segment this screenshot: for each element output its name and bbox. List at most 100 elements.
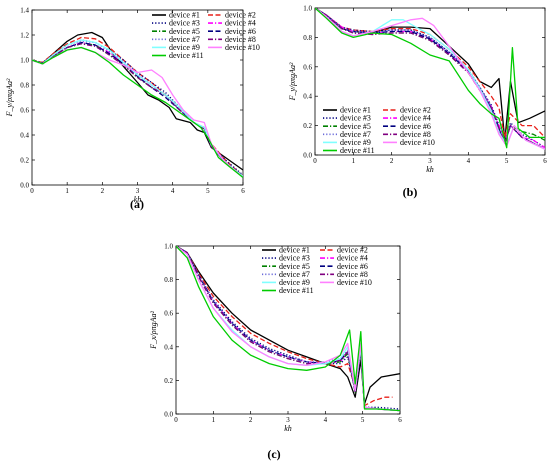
legend-label: device #11 xyxy=(169,51,204,60)
legend-label: device #1 xyxy=(340,106,371,115)
y-tick-label: 0.0 xyxy=(164,411,173,419)
series-group xyxy=(32,31,243,179)
y-axis-label: F_y/ρπgAa² xyxy=(5,78,14,117)
x-tick-label: 3 xyxy=(136,187,140,195)
series-line-device-1 xyxy=(176,246,400,405)
x-tick-label: 3 xyxy=(428,157,432,165)
legend-label: device #7 xyxy=(169,35,200,44)
y-tick-label: 0.4 xyxy=(164,343,173,351)
chart-panel-1: 0 1 2 3 4 5 6 0.0 0.2 0.4 0.6 0.8 1.0 1.2 1.4 kh F_y/ρπg… xyxy=(5,7,260,212)
y-tick-label: 0.8 xyxy=(20,82,29,90)
legend-label: device #2 xyxy=(337,246,368,255)
y-tick-label: 0.6 xyxy=(303,63,312,71)
legend-label: device #7 xyxy=(279,270,310,279)
y-tick-label: 0.8 xyxy=(303,34,312,42)
series-line-device-2 xyxy=(315,8,545,139)
y-tick-label: 0.4 xyxy=(20,132,29,140)
legend-label: device #4 xyxy=(400,114,431,123)
series-line-device-3 xyxy=(315,8,545,149)
series-line-device-8 xyxy=(315,8,545,150)
legend: device #1 device #2 device #3 device #4 devi… xyxy=(152,11,260,60)
series-line-device-8 xyxy=(176,246,400,412)
legend-label: device #8 xyxy=(337,270,368,279)
x-tick-label: 6 xyxy=(543,157,547,165)
series-line-device-11 xyxy=(32,46,243,179)
x-tick-label: 4 xyxy=(467,157,471,165)
x-tick-label: 6 xyxy=(398,416,402,424)
y-tick-label: 0.6 xyxy=(164,310,173,318)
chart-panel-2: 0 1 2 3 4 5 6 0.0 0.2 0.4 0.6 0.8 1.0 kh F_y/ρπgAa²dev… xyxy=(288,5,547,200)
y-tick-label: 1.0 xyxy=(303,5,312,13)
series-line-device-2 xyxy=(176,246,393,407)
panel-caption: (a) xyxy=(130,197,144,211)
legend-label: device #11 xyxy=(340,146,375,155)
x-tick-label: 5 xyxy=(505,157,509,165)
legend-label: device #9 xyxy=(340,138,371,147)
y-tick-label: 0.0 xyxy=(20,182,29,190)
legend-label: device #10 xyxy=(225,43,260,52)
panel-caption: (b) xyxy=(403,185,418,199)
legend-label: device #9 xyxy=(279,278,310,287)
y-tick-label: 1.0 xyxy=(164,243,173,251)
legend-label: device #8 xyxy=(400,130,431,139)
series-line-device-10 xyxy=(32,46,243,178)
y-tick-label: 0.2 xyxy=(20,157,29,165)
series-line-device-6 xyxy=(315,8,545,150)
y-tick-label: 0.8 xyxy=(164,276,173,284)
x-tick-label: 1 xyxy=(352,157,356,165)
series-line-device-7 xyxy=(176,246,400,412)
legend-label: device #3 xyxy=(340,114,371,123)
y-tick-label: 0.2 xyxy=(303,122,312,130)
legend-label: device #2 xyxy=(225,11,256,20)
x-tick-label: 1 xyxy=(65,187,69,195)
series-group xyxy=(315,8,545,150)
series-line-device-10 xyxy=(315,8,545,150)
x-tick-label: 5 xyxy=(206,187,210,195)
x-tick-label: 4 xyxy=(324,416,328,424)
series-line-device-9 xyxy=(32,39,243,177)
panel-caption: (c) xyxy=(267,447,280,461)
legend-label: device #11 xyxy=(279,286,314,295)
series-line-device-7 xyxy=(32,40,243,177)
legend-label: device #1 xyxy=(169,11,200,20)
x-tick-label: 4 xyxy=(171,187,175,195)
x-axis-label: kh xyxy=(284,424,292,433)
x-tick-label: 2 xyxy=(101,187,105,195)
y-tick-label: 1.4 xyxy=(20,7,29,15)
chart-panel-3: 0 1 2 3 4 5 6 0.0 0.2 0.4 0.6 0.8 1.0 kh F_x/ρπgAa² dev… xyxy=(149,243,402,462)
series-line-device-8 xyxy=(32,43,243,177)
legend-label: device #1 xyxy=(279,246,310,255)
y-axis-label: F_y/ρπgAa² xyxy=(288,62,297,101)
series-line-device-5 xyxy=(32,43,243,177)
legend-label: device #10 xyxy=(337,278,372,287)
x-axis-label: kh xyxy=(426,165,434,174)
plot-frame xyxy=(31,9,244,186)
legend-label: device #3 xyxy=(279,254,310,263)
legend-label: device #6 xyxy=(337,262,368,271)
x-tick-label: 3 xyxy=(286,416,290,424)
legend-label: device #5 xyxy=(279,262,310,271)
series-line-device-1 xyxy=(32,31,243,171)
y-tick-label: 1.0 xyxy=(20,57,29,65)
x-axis-label: kh xyxy=(134,195,142,204)
legend-label: device #3 xyxy=(169,19,200,28)
legend-label: device #4 xyxy=(337,254,368,263)
legend-label: device #8 xyxy=(225,35,256,44)
x-tick-label: 6 xyxy=(241,187,245,195)
y-tick-label: 0.6 xyxy=(20,107,29,115)
series-line-device-4 xyxy=(32,41,243,177)
x-tick-label: 1 xyxy=(212,416,216,424)
y-tick-label: 0.0 xyxy=(303,152,312,160)
y-axis-label: F_x/ρπgAa² xyxy=(149,311,158,350)
y-tick-label: 0.4 xyxy=(303,93,312,101)
legend-label: device #6 xyxy=(400,122,431,131)
legend-label: device #4 xyxy=(225,19,256,28)
y-tick-label: 0.2 xyxy=(164,377,173,385)
x-tick-label: 0 xyxy=(313,157,317,165)
x-tick-label: 2 xyxy=(249,416,253,424)
legend-label: device #7 xyxy=(340,130,371,139)
legend-label: device #5 xyxy=(340,122,371,131)
